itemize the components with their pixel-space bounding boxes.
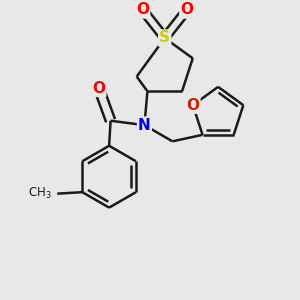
Text: O: O <box>186 98 200 113</box>
Text: O: O <box>180 2 193 17</box>
Text: CH$_3$: CH$_3$ <box>28 186 51 201</box>
Text: S: S <box>159 31 170 46</box>
Text: O: O <box>136 2 149 17</box>
Text: N: N <box>138 118 151 133</box>
Text: O: O <box>92 81 105 96</box>
